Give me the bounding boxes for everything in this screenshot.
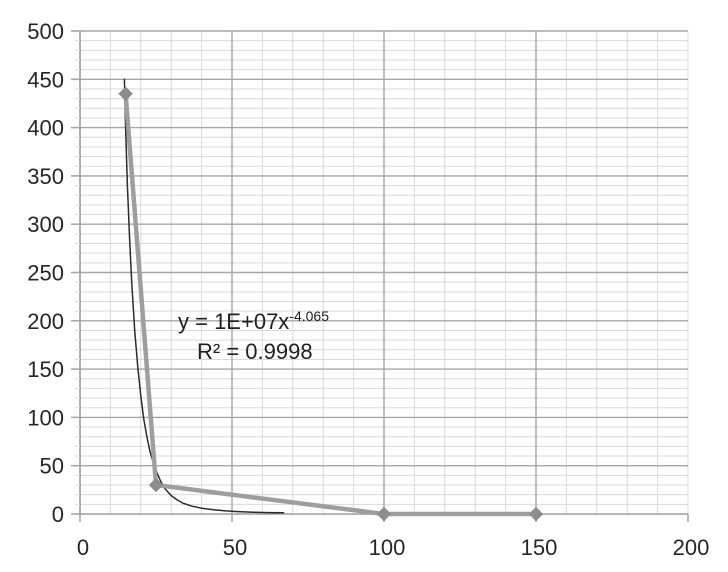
data-point-marker: [148, 477, 164, 493]
y-axis-tick-label: 350: [27, 164, 64, 189]
x-axis-tick-label: 50: [223, 535, 247, 560]
x-axis-tick-label: 0: [77, 535, 89, 560]
r-squared-value: R² = 0.9998: [197, 339, 313, 364]
y-axis-tick-label: 0: [52, 502, 64, 527]
trendline-annotation: y = 1E+07x-4.065 R² = 0.9998: [178, 308, 329, 366]
data-point-marker: [376, 506, 392, 522]
y-axis-tick-label: 200: [27, 309, 64, 334]
data-point-marker: [528, 506, 544, 522]
x-axis-tick-label: 150: [521, 535, 558, 560]
y-axis-tick-label: 400: [27, 116, 64, 141]
trendline-equation: y = 1E+07x-4.065: [178, 308, 329, 338]
y-axis-tick-label: 250: [27, 261, 64, 286]
power-trendline-curve: [123, 78, 285, 514]
y-axis-tick-label: 500: [27, 19, 64, 44]
y-axis-tick-label: 150: [27, 357, 64, 382]
y-axis-tick-label: 450: [27, 67, 64, 92]
equation-base: y = 1E+07x: [178, 309, 290, 334]
data-point-marker: [118, 86, 133, 101]
y-axis-tick-label: 300: [27, 212, 64, 237]
x-axis-tick-label: 100: [369, 535, 406, 560]
data-series-line: [123, 91, 539, 517]
y-axis-tick-label: 50: [40, 454, 64, 479]
x-axis-tick-label: 200: [673, 535, 710, 560]
equation-exponent: -4.065: [289, 308, 330, 324]
y-axis-tick-label: 100: [27, 405, 64, 430]
